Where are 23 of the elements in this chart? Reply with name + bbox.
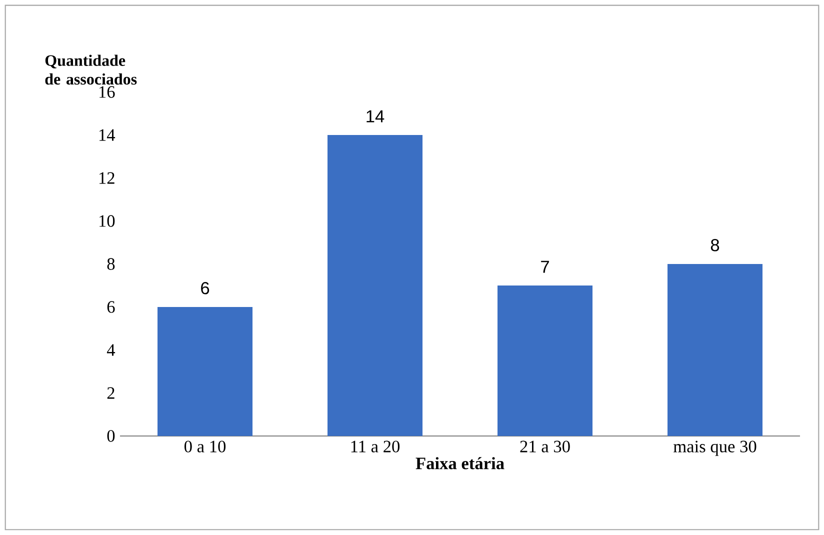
y-tick-label: 2 (107, 387, 114, 399)
y-tick-label: 14 (99, 129, 116, 141)
data-label: 14 (366, 110, 384, 122)
y-tick-label: 8 (107, 258, 115, 270)
x-tick-label: 0 a 10 (184, 440, 226, 452)
x-tick-label: mais que 30 (673, 440, 756, 456)
data-label: 8 (710, 239, 720, 252)
y-tick-label: 4 (106, 344, 116, 356)
x-axis-title: Faixa etária (416, 457, 504, 470)
bar (498, 285, 592, 436)
bar (668, 264, 762, 436)
data-label: 7 (541, 260, 549, 273)
data-label: 6 (201, 282, 210, 294)
y-tick-label: 0 (107, 430, 115, 442)
bar (158, 306, 253, 436)
y-tick-label: 12 (99, 172, 114, 184)
bar (328, 134, 423, 436)
y-tick-label: 6 (107, 301, 115, 313)
x-tick-label: 11 a 20 (351, 440, 400, 452)
y-tick-label: 16 (99, 86, 115, 98)
y-axis-title: Quantidade de associados (45, 54, 137, 85)
y-tick-label: 10 (99, 215, 115, 227)
x-tick-label: 21 a 30 (520, 440, 570, 452)
